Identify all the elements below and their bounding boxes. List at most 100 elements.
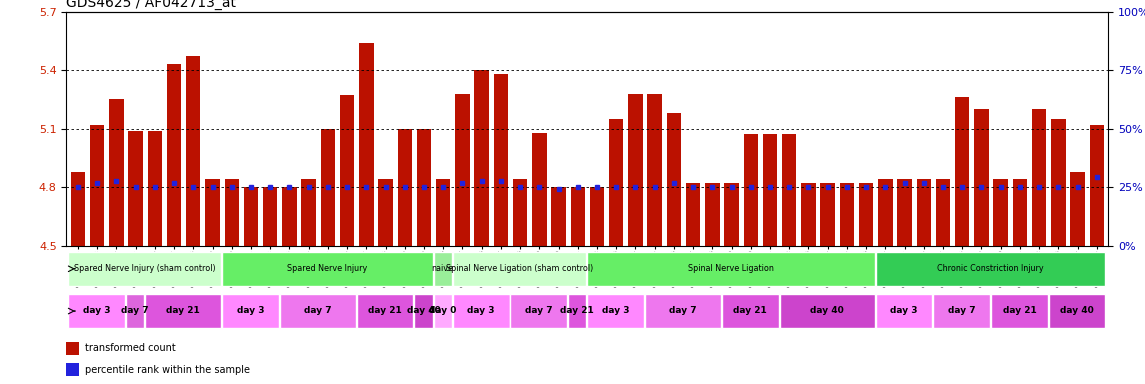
Text: day 21: day 21 xyxy=(1003,306,1036,315)
Bar xyxy=(224,179,239,246)
Bar xyxy=(1049,294,1105,328)
Text: day 3: day 3 xyxy=(82,306,110,315)
Bar xyxy=(552,187,566,246)
Bar xyxy=(587,294,645,328)
Bar xyxy=(263,187,277,246)
Text: GDS4625 / AF042713_at: GDS4625 / AF042713_at xyxy=(66,0,236,10)
Bar xyxy=(109,99,124,246)
Text: day 7: day 7 xyxy=(948,306,976,315)
Text: Chronic Constriction Injury: Chronic Constriction Injury xyxy=(938,263,1044,273)
Bar xyxy=(1090,125,1104,246)
Bar xyxy=(340,96,354,246)
Text: day 40: day 40 xyxy=(406,306,441,315)
Bar xyxy=(222,294,279,328)
Bar xyxy=(1051,119,1066,246)
Bar xyxy=(743,134,758,246)
Bar xyxy=(321,129,335,246)
Bar xyxy=(878,179,893,246)
Bar xyxy=(686,183,701,246)
Text: day 3: day 3 xyxy=(467,306,495,315)
Bar xyxy=(452,252,586,286)
Bar xyxy=(69,294,125,328)
Bar xyxy=(992,294,1048,328)
Bar xyxy=(244,187,258,246)
Bar xyxy=(859,183,874,246)
Bar xyxy=(898,179,911,246)
Text: percentile rank within the sample: percentile rank within the sample xyxy=(85,364,250,375)
Bar xyxy=(205,179,220,246)
Bar xyxy=(917,179,931,246)
Bar xyxy=(414,294,433,328)
Text: Spared Nerve Injury (sham control): Spared Nerve Injury (sham control) xyxy=(74,263,215,273)
Text: naive: naive xyxy=(432,263,453,273)
Bar xyxy=(1032,109,1047,246)
Bar xyxy=(839,183,854,246)
Bar xyxy=(705,183,719,246)
Text: day 7: day 7 xyxy=(669,306,697,315)
Text: Spared Nerve Injury: Spared Nerve Injury xyxy=(287,263,368,273)
Bar xyxy=(933,294,990,328)
Bar xyxy=(282,187,297,246)
Bar xyxy=(1071,172,1084,246)
Bar xyxy=(647,93,662,246)
Bar xyxy=(167,64,181,246)
Bar xyxy=(570,187,585,246)
Bar xyxy=(763,134,777,246)
Bar xyxy=(876,252,1105,286)
Bar xyxy=(222,252,433,286)
Bar xyxy=(994,179,1008,246)
Bar xyxy=(301,179,316,246)
Bar xyxy=(279,294,356,328)
Text: Spinal Nerve Ligation: Spinal Nerve Ligation xyxy=(688,263,774,273)
Bar xyxy=(513,179,528,246)
Bar xyxy=(452,294,510,328)
Bar xyxy=(802,183,815,246)
Text: day 21: day 21 xyxy=(369,306,402,315)
Text: day 40: day 40 xyxy=(811,306,844,315)
Bar xyxy=(456,93,469,246)
Text: day 21: day 21 xyxy=(734,306,767,315)
Text: day 3: day 3 xyxy=(237,306,264,315)
Bar xyxy=(69,252,221,286)
Text: day 40: day 40 xyxy=(1060,306,1093,315)
Bar xyxy=(66,342,79,355)
Bar xyxy=(148,131,163,246)
Bar xyxy=(780,294,875,328)
Bar xyxy=(66,363,79,376)
Bar xyxy=(666,113,681,246)
Text: day 0: day 0 xyxy=(429,306,457,315)
Bar xyxy=(145,294,221,328)
Bar xyxy=(90,125,104,246)
Bar xyxy=(587,252,875,286)
Bar xyxy=(357,294,413,328)
Bar xyxy=(417,129,432,246)
Bar xyxy=(474,70,489,246)
Bar xyxy=(71,172,85,246)
Bar xyxy=(645,294,721,328)
Bar xyxy=(397,129,412,246)
Bar xyxy=(725,183,739,246)
Text: day 21: day 21 xyxy=(166,306,200,315)
Bar xyxy=(935,179,950,246)
Text: day 7: day 7 xyxy=(121,306,149,315)
Text: day 3: day 3 xyxy=(602,306,630,315)
Text: Spinal Nerve Ligation (sham control): Spinal Nerve Ligation (sham control) xyxy=(447,263,593,273)
Bar xyxy=(821,183,835,246)
Bar xyxy=(434,252,452,286)
Text: day 3: day 3 xyxy=(891,306,918,315)
Bar xyxy=(590,187,605,246)
Bar xyxy=(128,131,143,246)
Bar xyxy=(782,134,797,246)
Bar xyxy=(434,294,452,328)
Text: transformed count: transformed count xyxy=(85,343,176,354)
Bar xyxy=(378,179,393,246)
Bar xyxy=(629,93,642,246)
Bar xyxy=(360,43,373,246)
Bar xyxy=(876,294,932,328)
Bar xyxy=(532,132,546,246)
Bar xyxy=(609,119,623,246)
Text: day 7: day 7 xyxy=(303,306,332,315)
Bar xyxy=(187,56,200,246)
Bar xyxy=(493,74,508,246)
Text: day 7: day 7 xyxy=(526,306,553,315)
